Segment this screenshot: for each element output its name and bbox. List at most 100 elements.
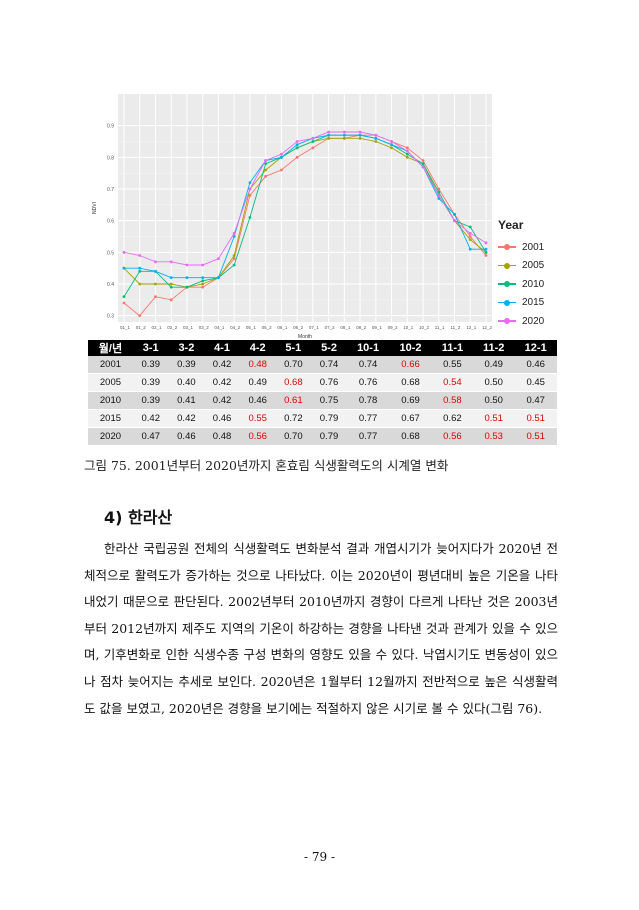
table-header-cell: 10-2 (389, 340, 432, 356)
data-point-2010 (264, 162, 268, 166)
x-tick-label: 10_2 (419, 325, 430, 330)
data-point-2020 (122, 250, 126, 254)
table-cell: 0.68 (389, 373, 432, 392)
data-point-2015 (279, 155, 283, 159)
table-cell: 0.47 (514, 391, 557, 410)
table-cell: 0.68 (275, 373, 312, 392)
data-point-2010 (421, 162, 425, 166)
data-point-2005 (169, 282, 173, 286)
legend-swatch (498, 279, 516, 289)
table-cell: 0.72 (275, 409, 312, 428)
data-point-2005 (264, 168, 268, 172)
table-row: 2001 0.39 0.39 0.42 0.48 0.70 0.74 0.74 0.66 0.55… (88, 356, 557, 374)
y-axis-label: NDVI (92, 202, 98, 214)
legend-label: 2010 (522, 278, 545, 290)
table-cell: 0.39 (168, 356, 205, 374)
x-tick-label: 08_2 (356, 325, 367, 330)
x-tick-label: 08_1 (340, 325, 351, 330)
x-tick-label: 01_2 (136, 325, 147, 330)
table-cell: 0.46 (239, 391, 276, 410)
table-cell: 0.51 (514, 427, 557, 446)
data-point-2020 (154, 260, 157, 264)
table-cell: 0.58 (431, 391, 474, 410)
data-point-2020 (437, 193, 441, 197)
table-header-cell: 12-1 (514, 340, 557, 356)
x-tick-label: 09_1 (372, 325, 383, 330)
table-cell: 0.39 (132, 391, 169, 410)
data-point-2015 (468, 247, 472, 251)
data-point-2001 (295, 155, 299, 159)
table-cell: 0.55 (431, 356, 474, 374)
x-tick-label: 11_1 (435, 325, 445, 330)
table-cell: 0.79 (311, 409, 347, 428)
data-point-2020 (217, 257, 220, 261)
table-row: 2005 0.39 0.40 0.42 0.49 0.68 0.76 0.76 0.68 0.54… (88, 373, 557, 392)
data-point-2005 (138, 282, 142, 286)
table-cell: 0.66 (389, 356, 432, 374)
ndvi-table: 월/년 3-1 3-2 4-1 4-2 5-1 5-2 10-1 10-2 11-1 11-2 12-… (88, 340, 557, 446)
data-point-2015 (232, 235, 236, 238)
data-point-2020 (295, 140, 299, 143)
data-point-2015 (374, 136, 378, 140)
table-cell: 0.42 (132, 409, 169, 428)
data-point-2001 (264, 174, 268, 178)
table-header-cell: 3-2 (168, 340, 205, 356)
data-point-2010 (311, 140, 315, 143)
data-point-2005 (201, 282, 205, 286)
legend-item-2001: 2001 (498, 238, 588, 257)
data-point-2020 (232, 231, 236, 235)
table-cell: 0.77 (346, 409, 390, 428)
data-point-2001 (405, 146, 409, 150)
table-cell: 0.70 (275, 427, 312, 446)
x-tick-label: 11_2 (451, 325, 461, 330)
x-tick-label: 01_1 (120, 325, 131, 330)
table-cell: 0.76 (346, 373, 390, 392)
x-tick-label: 06_2 (293, 325, 304, 330)
data-point-2001 (437, 187, 441, 191)
table-cell: 0.56 (431, 427, 474, 446)
y-tick-label: 0.9 (107, 124, 114, 130)
table-header-cell: 3-1 (132, 340, 169, 356)
data-point-2001 (421, 159, 425, 162)
data-point-2020 (484, 241, 488, 245)
data-point-2010 (122, 295, 126, 299)
data-point-2015 (248, 181, 252, 185)
table-cell: 0.74 (346, 356, 390, 374)
table-cell: 0.68 (389, 427, 432, 446)
data-point-2010 (405, 152, 409, 156)
data-point-2005 (342, 136, 346, 140)
table-cell: 2015 (88, 409, 133, 428)
table-cell: 0.53 (473, 427, 515, 446)
data-point-2010 (169, 285, 173, 289)
data-point-2020 (264, 159, 268, 162)
table-header-cell: 11-2 (473, 340, 515, 356)
data-point-2001 (311, 146, 315, 150)
table-cell: 2005 (88, 373, 133, 392)
data-point-2015 (484, 247, 488, 251)
section-heading: 4) 한라산 (104, 508, 173, 527)
table-cell: 0.69 (389, 391, 432, 410)
data-point-2020 (374, 133, 378, 137)
x-tick-label: 03_2 (199, 325, 210, 330)
chart-legend: Year 2001 2005 2010 2015 2020 (498, 218, 588, 331)
data-point-2015 (138, 266, 142, 270)
data-point-2005 (405, 155, 409, 159)
table-row: 2010 0.39 0.41 0.42 0.46 0.61 0.75 0.78 0.69 0.58… (88, 391, 557, 410)
data-point-2001 (279, 168, 283, 172)
data-point-2020 (342, 130, 346, 134)
data-point-2015 (169, 276, 173, 280)
table-cell: 0.40 (168, 373, 205, 392)
table-header-cell: 5-1 (275, 340, 312, 356)
series-line-2001 (123, 134, 487, 317)
y-tick-label: 0.4 (107, 282, 114, 288)
data-point-2005 (154, 282, 157, 286)
table-cell: 0.78 (346, 391, 390, 410)
data-point-2020 (138, 254, 142, 257)
figure-caption: 그림 75. 2001년부터 2020년까지 혼효림 식생활력도의 시계열 변화 (84, 458, 449, 473)
data-point-2001 (138, 314, 142, 318)
x-tick-label: 05_1 (246, 325, 257, 330)
legend-title: Year (498, 218, 524, 232)
data-point-2010 (201, 279, 205, 283)
x-tick-label: 03_1 (183, 325, 194, 330)
data-point-2015 (342, 133, 346, 137)
